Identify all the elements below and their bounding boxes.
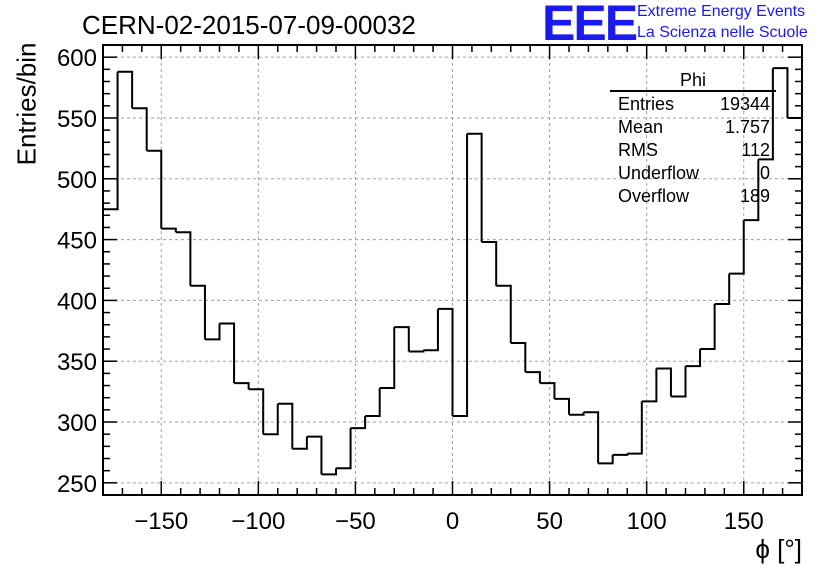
histogram-bin xyxy=(700,304,716,351)
stats-label-mean: Mean xyxy=(618,117,664,137)
histogram-bin xyxy=(510,341,527,373)
stats-label-rms: RMS xyxy=(618,140,658,160)
histogram-bin xyxy=(612,453,629,456)
histogram-bin xyxy=(452,133,469,417)
histogram-bin xyxy=(161,227,177,233)
histogram-bin xyxy=(234,382,250,390)
histogram-bin xyxy=(408,350,425,353)
histogram-bin xyxy=(336,428,352,470)
histogram-bin xyxy=(248,388,265,435)
x-tick-label: 50 xyxy=(536,508,563,535)
histogram-bin xyxy=(277,402,294,449)
histogram-bin xyxy=(321,468,337,476)
histogram-bin xyxy=(627,401,643,455)
stats-label-underflow: Underflow xyxy=(618,163,700,183)
y-tick-label: 350 xyxy=(57,349,97,376)
histogram-bin xyxy=(729,220,745,275)
histogram-bin xyxy=(598,454,614,465)
histogram-bin xyxy=(772,67,789,118)
eee-logo: EEE xyxy=(542,0,638,51)
histogram-bin xyxy=(132,107,148,151)
stats-value-mean: 1.757 xyxy=(724,117,770,137)
x-tick-label: 150 xyxy=(724,508,764,535)
y-tick-label: 450 xyxy=(57,228,97,255)
histogram-bin xyxy=(437,307,454,416)
histogram-bin xyxy=(423,308,439,352)
histogram-bin xyxy=(481,241,498,286)
stats-label-entries: Entries xyxy=(618,94,675,114)
x-tick-label: −50 xyxy=(335,508,376,535)
y-tick-label: 600 xyxy=(57,45,97,72)
x-tick-label: 0 xyxy=(446,508,459,535)
histogram-bin xyxy=(306,435,323,475)
y-tick-label: 500 xyxy=(57,167,97,194)
x-tick-label: 100 xyxy=(627,508,667,535)
histogram-bin xyxy=(292,436,308,450)
histogram-bin xyxy=(103,71,119,211)
histogram-bin xyxy=(583,411,600,464)
histogram-bin xyxy=(758,68,774,161)
histogram-bin xyxy=(263,403,279,436)
x-axis-label: ϕ [°] xyxy=(755,534,802,564)
y-tick-label: 300 xyxy=(57,410,97,437)
histogram-bin xyxy=(204,323,221,341)
y-tick-label: 400 xyxy=(57,288,97,315)
histogram-bin xyxy=(743,159,760,222)
histogram-bin xyxy=(394,326,410,352)
histogram-bin xyxy=(554,397,570,415)
x-tick-label: −150 xyxy=(134,508,188,535)
histogram-bin xyxy=(569,412,585,416)
histogram-bin xyxy=(219,322,236,384)
y-tick-label: 550 xyxy=(57,106,97,133)
histogram-bin xyxy=(467,132,483,243)
histogram-bin xyxy=(656,367,672,397)
stats-value-underflow: 0 xyxy=(759,163,770,183)
stats-value-entries: 19344 xyxy=(719,94,770,114)
histogram-bin xyxy=(714,273,731,306)
stats-label-overflow: Overflow xyxy=(618,186,690,206)
histogram-bin xyxy=(190,284,206,340)
stats-box-title: Phi xyxy=(680,70,707,90)
histogram-bin xyxy=(365,387,381,417)
histogram-bin xyxy=(539,382,556,399)
histogram-bin xyxy=(350,415,367,430)
histogram-bin xyxy=(117,70,134,109)
histogram-bin xyxy=(496,284,512,343)
histogram-bin xyxy=(175,231,192,286)
y-tick-label: 250 xyxy=(57,471,97,498)
histogram-bin xyxy=(670,366,687,398)
y-axis-label-container: Entries/bin xyxy=(10,42,44,185)
histogram-bin xyxy=(525,371,541,384)
stats-value-overflow: 189 xyxy=(739,186,770,206)
stats-value-rms: 112 xyxy=(741,140,770,160)
x-tick-label: −100 xyxy=(231,508,285,535)
logo-line-2: La Scienza nelle Scuole xyxy=(637,24,808,41)
y-axis-label: Entries/bin xyxy=(11,42,42,166)
logo-line-1: Extreme Energy Events xyxy=(637,3,806,20)
histogram-bin xyxy=(146,149,163,229)
histogram-bin xyxy=(685,349,702,368)
histogram-title: CERN-02-2015-07-09-00032 xyxy=(82,10,416,40)
histogram-bin xyxy=(641,368,658,403)
histogram-bin xyxy=(379,327,396,389)
